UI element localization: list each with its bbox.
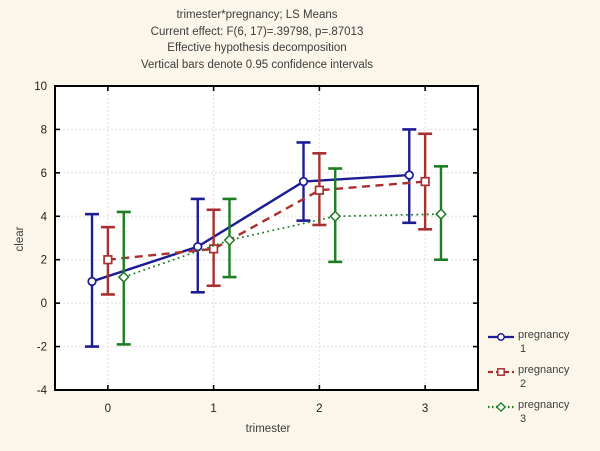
plot-background bbox=[55, 86, 478, 390]
y-tick-label: 2 bbox=[41, 255, 47, 267]
legend-item-pregnancy-1: pregnancy 1 bbox=[487, 329, 597, 356]
circle-marker bbox=[87, 276, 97, 287]
square-marker bbox=[103, 255, 113, 265]
square-marker bbox=[420, 176, 430, 187]
series-pregnancy-3 bbox=[116, 165, 448, 346]
diamond-marker bbox=[435, 208, 447, 220]
plot-border bbox=[54, 85, 479, 391]
legend: pregnancy 1 pregnancy 2 pregnancy 3 bbox=[487, 329, 597, 434]
legend-label-pregnancy-2: pregnancy bbox=[518, 364, 570, 376]
x-tick-label: 1 bbox=[210, 403, 216, 415]
y-axis-title: clear bbox=[14, 226, 26, 252]
diamond-marker bbox=[223, 234, 236, 247]
tick-labels: 0 1 2 3 -4 -2 0 2 4 6 8 10 bbox=[34, 81, 428, 415]
y-tick-label: 0 bbox=[41, 298, 47, 310]
square-marker bbox=[314, 185, 325, 195]
legend-label-pregnancy-3: pregnancy bbox=[518, 399, 570, 411]
y-tick-label: 6 bbox=[41, 168, 47, 180]
series-pregnancy-1 bbox=[85, 128, 417, 348]
y-tick-label: -2 bbox=[37, 342, 47, 354]
legend-number-2: 2 bbox=[520, 377, 527, 390]
chart-title-line-4: Vertical bars denote 0.95 confidence int… bbox=[140, 58, 374, 71]
chart-title-line-3: Effective hypothesis decomposition bbox=[167, 42, 347, 54]
chart-title-line-2: Current effect: F(6, 17)=.39798, p=.8701… bbox=[150, 25, 364, 38]
circle-marker bbox=[193, 242, 203, 252]
x-tick-label: 2 bbox=[316, 403, 322, 415]
legend-sample-line-square-icon bbox=[488, 368, 514, 376]
x-tick-label: 3 bbox=[422, 403, 428, 415]
y-tick-label: 8 bbox=[41, 124, 47, 136]
y-tick-label: 4 bbox=[41, 211, 48, 223]
circle-marker bbox=[298, 176, 309, 187]
circle-marker bbox=[404, 170, 414, 180]
chart-title-block: trimester*pregnancy; LS Means Current ef… bbox=[141, 7, 373, 73]
square-marker bbox=[208, 244, 219, 254]
y-tick-label: -4 bbox=[37, 385, 48, 397]
legend-item-pregnancy-3: pregnancy 3 bbox=[487, 399, 597, 426]
series-pregnancy-2 bbox=[100, 132, 433, 296]
legend-sample-line-diamond-icon bbox=[488, 401, 514, 413]
legend-number-3: 3 bbox=[520, 412, 527, 425]
series-line bbox=[91, 173, 410, 283]
legend-sample-line-circle-icon bbox=[488, 333, 514, 341]
legend-number-1: 1 bbox=[520, 342, 527, 355]
x-axis-title: trimester bbox=[245, 423, 291, 435]
x-tick-label: 0 bbox=[105, 403, 111, 415]
series-line bbox=[107, 180, 426, 261]
diamond-marker bbox=[117, 271, 130, 283]
diamond-marker bbox=[495, 401, 507, 413]
circle-marker bbox=[497, 333, 505, 341]
axis-ticks bbox=[55, 85, 478, 391]
y-tick-label: 10 bbox=[34, 81, 47, 93]
legend-label-pregnancy-1: pregnancy bbox=[518, 329, 570, 341]
chart-title-line-1: trimester*pregnancy; LS Means bbox=[176, 9, 338, 21]
legend-item-pregnancy-2: pregnancy 2 bbox=[487, 364, 597, 391]
diamond-marker bbox=[329, 210, 342, 223]
square-marker bbox=[497, 368, 505, 376]
